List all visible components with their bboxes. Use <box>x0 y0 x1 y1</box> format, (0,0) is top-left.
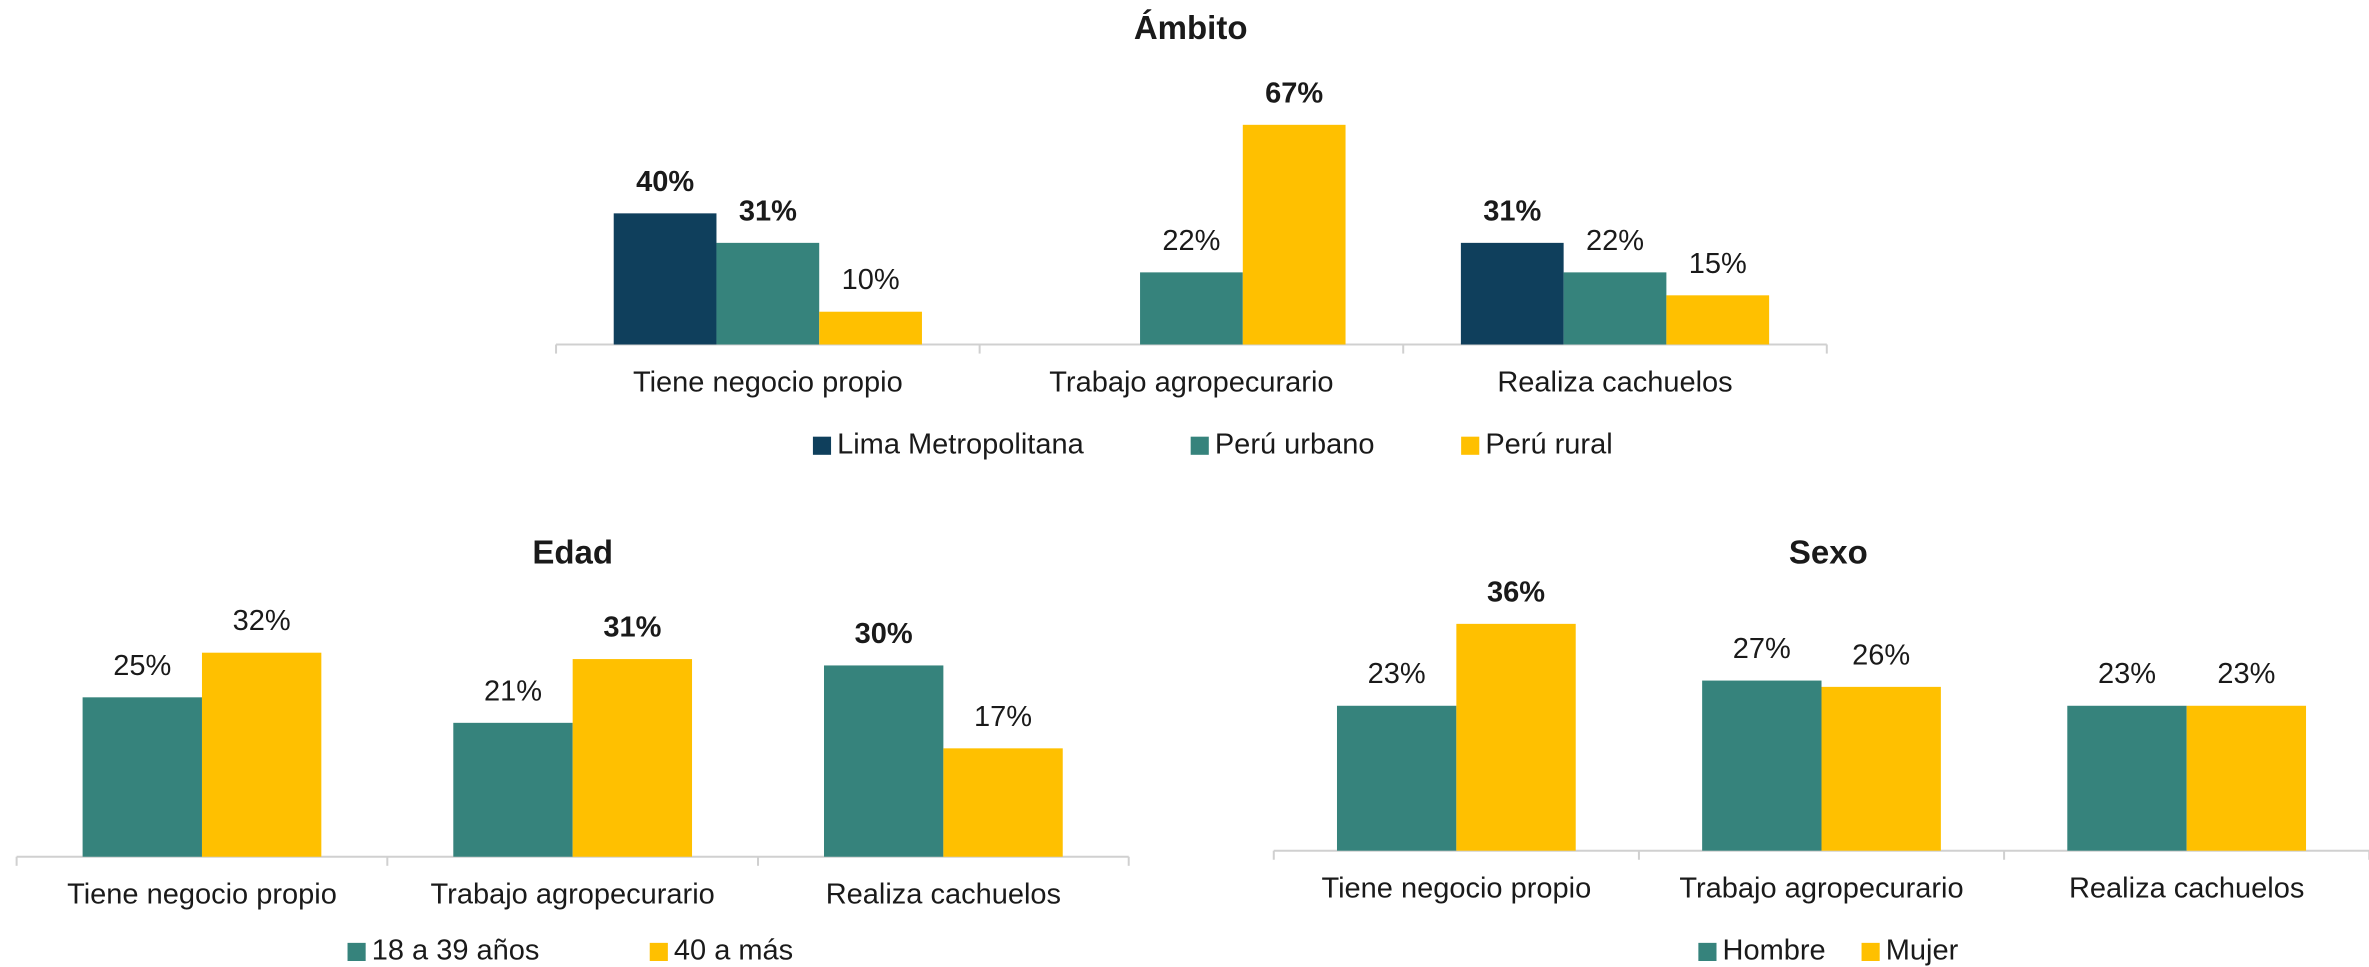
bar <box>823 665 944 857</box>
bar <box>82 697 202 857</box>
bar <box>1336 705 1457 851</box>
bar <box>1666 295 1770 345</box>
data-label: 17% <box>974 701 1032 733</box>
legend-label: Mujer <box>1886 935 1959 967</box>
bar <box>1702 680 1822 851</box>
data-label: 21% <box>484 675 542 707</box>
data-label: 22% <box>1162 225 1220 257</box>
x-tick-label: Tiene negocio propio <box>67 879 337 911</box>
bar <box>1242 124 1346 345</box>
data-label: 30% <box>855 618 913 650</box>
legend-swatch <box>812 436 832 455</box>
x-tick-label: Realiza cachuelos <box>2069 873 2304 905</box>
legend-swatch <box>1861 942 1880 961</box>
bar <box>1563 272 1667 345</box>
data-label: 31% <box>603 612 661 644</box>
data-label: 36% <box>1487 576 1545 608</box>
bar <box>453 722 573 857</box>
bar <box>2186 705 2307 851</box>
legend-label: Lima Metropolitana <box>837 428 1084 460</box>
legend-label: 18 a 39 años <box>372 935 540 967</box>
bar <box>1140 272 1243 345</box>
x-tick-label: Realiza cachuelos <box>826 879 1061 911</box>
data-label: 31% <box>1483 195 1541 227</box>
legend-label: 40 a más <box>674 935 793 967</box>
bar <box>1456 623 1576 851</box>
data-label: 32% <box>233 605 291 637</box>
x-tick-label: Realiza cachuelos <box>1497 366 1732 398</box>
chart-title: Edad <box>532 533 613 570</box>
legend-swatch <box>649 942 668 961</box>
data-label: 27% <box>1733 633 1791 665</box>
bar <box>943 748 1063 857</box>
bar <box>201 652 322 857</box>
legend-swatch <box>347 942 366 961</box>
x-tick-label: Trabajo agropecurario <box>1049 366 1333 398</box>
data-label: 40% <box>636 166 694 198</box>
legend-label: Hombre <box>1723 935 1826 967</box>
bar <box>613 213 717 345</box>
legend-label: Perú rural <box>1485 428 1612 460</box>
bar <box>2067 705 2187 851</box>
x-tick-label: Trabajo agropecurario <box>1679 873 1963 905</box>
data-label: 15% <box>1689 248 1747 280</box>
chart-title: Ámbito <box>1134 9 1248 46</box>
data-label: 23% <box>2098 658 2156 690</box>
data-label: 26% <box>1852 639 1910 671</box>
x-tick-label: Tiene negocio propio <box>1321 873 1591 905</box>
bar <box>819 311 922 345</box>
data-label: 31% <box>739 195 797 227</box>
data-label: 10% <box>842 264 900 296</box>
data-label: 25% <box>113 650 171 682</box>
bar <box>572 659 693 857</box>
x-tick-label: Tiene negocio propio <box>633 366 903 398</box>
data-label: 22% <box>1586 225 1644 257</box>
bar <box>1821 686 1941 851</box>
bar <box>716 242 820 345</box>
data-label: 23% <box>1368 658 1426 690</box>
legend-swatch <box>1190 436 1209 455</box>
data-label: 67% <box>1265 77 1323 109</box>
chart-title: Sexo <box>1789 533 1868 570</box>
legend-swatch <box>1698 942 1717 961</box>
legend-label: Perú urbano <box>1215 428 1375 460</box>
x-tick-label: Trabajo agropecurario <box>431 879 715 911</box>
legend-swatch <box>1461 436 1480 455</box>
data-label: 23% <box>2217 658 2275 690</box>
bar <box>1460 242 1564 345</box>
